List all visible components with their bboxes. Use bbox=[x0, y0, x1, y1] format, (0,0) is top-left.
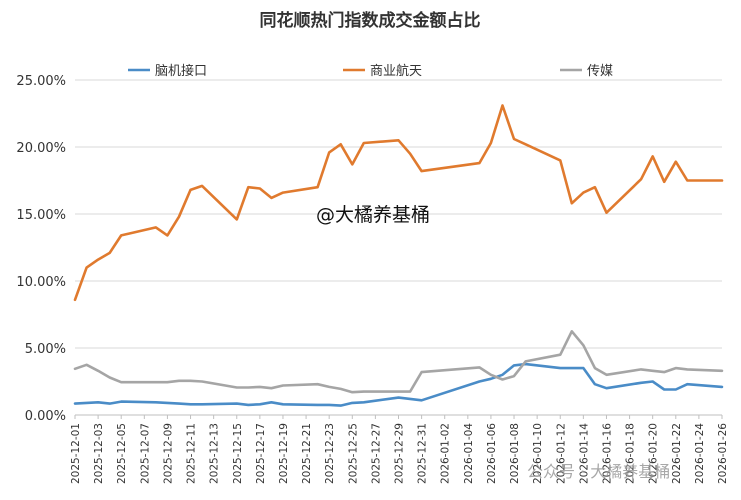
y-tick-label: 5.00% bbox=[25, 342, 66, 357]
x-tick-label: 2025-12-13 bbox=[209, 423, 221, 484]
grid-lines bbox=[75, 79, 722, 416]
series-line-3 bbox=[73, 329, 724, 394]
x-tick-label: 2025-12-01 bbox=[70, 423, 82, 484]
x-tick-label: 2025-12-29 bbox=[394, 423, 406, 484]
x-tick-label: 2025-12-07 bbox=[139, 423, 151, 484]
y-tick-label: 0.00% bbox=[25, 409, 66, 424]
x-tick-label: 2025-12-11 bbox=[186, 423, 198, 484]
y-tick-label: 20.00% bbox=[16, 141, 66, 156]
chart-title: 同花顺热门指数成交金额占比 bbox=[260, 10, 481, 31]
x-tick-label: 2025-12-09 bbox=[162, 423, 174, 484]
x-tick-label: 2025-12-27 bbox=[370, 423, 382, 484]
x-tick-label: 2026-01-20 bbox=[648, 423, 660, 484]
x-tick-label: 2026-01-24 bbox=[694, 423, 706, 484]
x-tick-label: 2026-01-08 bbox=[509, 423, 521, 484]
x-tick-label: 2025-12-21 bbox=[301, 423, 313, 484]
x-tick-label: 2026-01-12 bbox=[555, 423, 567, 484]
x-tick-label: 2026-01-18 bbox=[625, 423, 637, 484]
series-line-1 bbox=[73, 362, 724, 407]
x-tick-label: 2025-12-15 bbox=[232, 423, 244, 484]
watermark-footer: 公众号 · 大橘养基桶 bbox=[527, 462, 670, 481]
legend-label: 商业航天 bbox=[370, 63, 422, 79]
y-tick-label: 15.00% bbox=[16, 208, 66, 223]
x-tick-label: 2026-01-22 bbox=[671, 423, 683, 484]
x-tick-label: 2026-01-02 bbox=[440, 423, 452, 484]
x-tick-label: 2026-01-10 bbox=[532, 423, 544, 484]
watermark-text: @大橘养基桶 bbox=[316, 204, 430, 226]
x-axis-ticks: 2025-12-01 2025-12-03 2025-12-05 2025-12-07… bbox=[70, 415, 729, 484]
x-tick-label: 2026-01-06 bbox=[486, 423, 498, 484]
x-tick-label: 2026-01-04 bbox=[463, 423, 475, 484]
x-tick-label: 2025-12-03 bbox=[93, 423, 105, 484]
x-tick-label: 2026-01-14 bbox=[578, 423, 590, 484]
x-tick-label: 2025-12-23 bbox=[324, 423, 336, 484]
series-line-2 bbox=[73, 104, 724, 302]
legend: 脑机接口 商业航天 传媒 bbox=[128, 63, 613, 79]
legend-label: 脑机接口 bbox=[155, 63, 207, 79]
x-tick-label: 2026-01-16 bbox=[601, 423, 613, 484]
x-tick-label: 2025-12-25 bbox=[347, 423, 359, 484]
x-tick-label: 2026-01-26 bbox=[717, 423, 729, 484]
series-lines bbox=[73, 104, 724, 407]
y-axis-ticks: 0.00% 5.00% 10.00% 15.00% 20.00% 25.00% bbox=[16, 74, 66, 424]
x-tick-label: 2025-12-31 bbox=[417, 423, 429, 484]
y-tick-label: 10.00% bbox=[16, 275, 66, 290]
x-tick-label: 2025-12-05 bbox=[116, 423, 128, 484]
legend-label: 传媒 bbox=[587, 64, 613, 79]
y-tick-label: 25.00% bbox=[16, 74, 66, 89]
x-tick-label: 2025-12-17 bbox=[255, 423, 267, 484]
x-tick-label: 2025-12-19 bbox=[278, 423, 290, 484]
